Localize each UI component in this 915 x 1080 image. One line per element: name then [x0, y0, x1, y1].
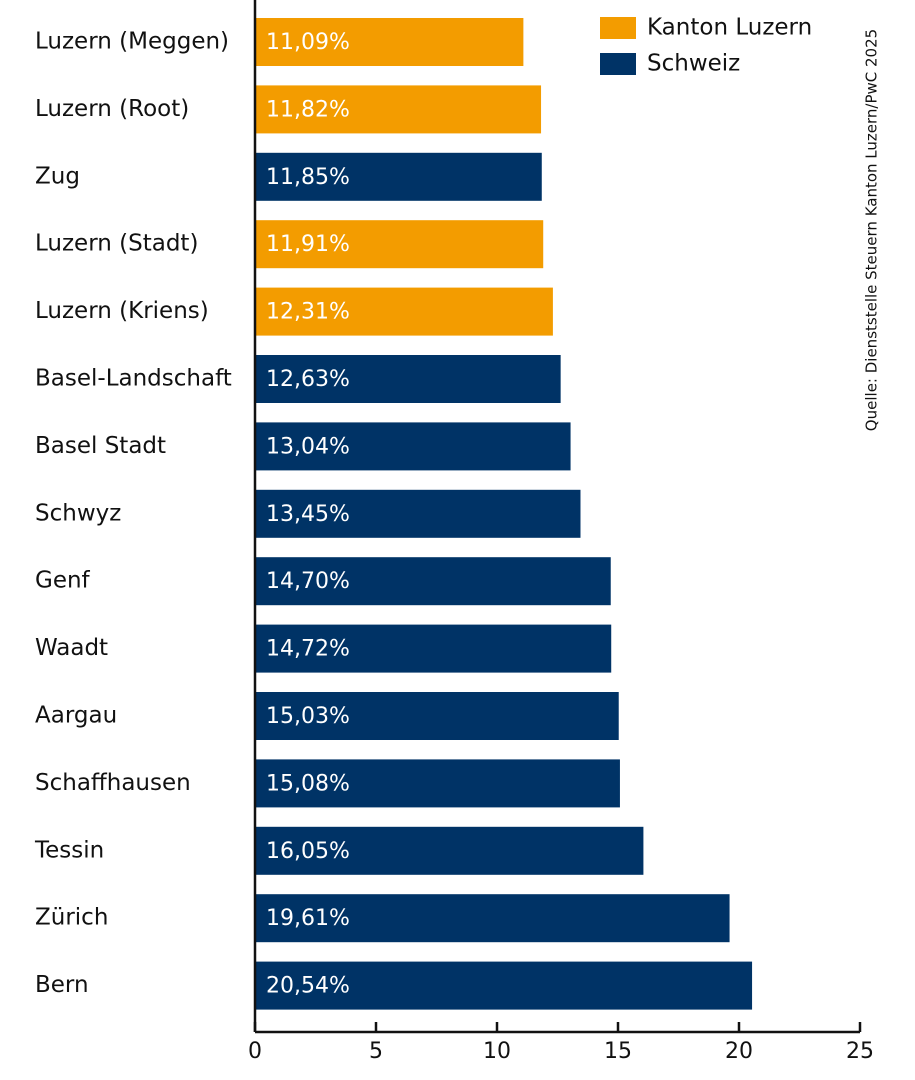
- y-tick-label: Schwyz: [35, 500, 121, 526]
- bar: [255, 557, 611, 606]
- legend-swatch: [600, 53, 636, 75]
- y-tick-label: Waadt: [35, 635, 108, 661]
- y-tick-label: Luzern (Root): [35, 96, 189, 122]
- y-tick-label: Luzern (Meggen): [35, 29, 229, 55]
- bar: [255, 961, 753, 1010]
- value-label: 19,61%: [266, 906, 350, 931]
- value-label: 12,31%: [266, 300, 350, 325]
- y-tick-label: Basel-Landschaft: [35, 366, 232, 392]
- y-tick-label: Tessin: [34, 837, 104, 863]
- value-label: 15,08%: [266, 771, 350, 796]
- x-tick-label: 5: [369, 1039, 383, 1064]
- bar: [255, 422, 571, 471]
- bar: [255, 85, 542, 134]
- bar: [255, 624, 612, 673]
- bar: [255, 489, 581, 538]
- value-label: 13,04%: [266, 434, 350, 459]
- value-label: 20,54%: [266, 974, 350, 999]
- y-tick-label: Genf: [35, 568, 91, 594]
- bar: [255, 692, 619, 740]
- y-tick-label: Basel Stadt: [35, 433, 166, 459]
- legend-label: Schweiz: [647, 51, 740, 77]
- bar: [255, 826, 644, 875]
- value-label: 11,82%: [266, 97, 350, 122]
- value-label: 13,45%: [266, 502, 350, 527]
- x-tick-label: 10: [483, 1039, 511, 1064]
- legend-label: Kanton Luzern: [647, 15, 812, 41]
- y-tick-label: Zug: [35, 163, 80, 189]
- legend-swatch: [600, 17, 636, 39]
- value-label: 14,72%: [266, 637, 350, 662]
- y-tick-label: Luzern (Kriens): [35, 298, 209, 324]
- y-tick-label: Zürich: [35, 905, 108, 931]
- bar: [255, 220, 544, 269]
- y-tick-label: Bern: [35, 972, 89, 998]
- bar: [255, 287, 553, 336]
- bar: [255, 759, 620, 808]
- x-tick-label: 20: [725, 1039, 753, 1064]
- bar: [255, 894, 730, 943]
- y-tick-label: Aargau: [35, 703, 117, 729]
- x-tick-label: 0: [248, 1039, 262, 1064]
- value-label: 11,09%: [266, 30, 350, 55]
- x-tick-label: 25: [846, 1039, 874, 1064]
- value-label: 14,70%: [266, 569, 350, 594]
- value-label: 16,05%: [266, 839, 350, 864]
- value-label: 11,85%: [266, 165, 350, 190]
- value-label: 12,63%: [266, 367, 350, 392]
- value-label: 11,91%: [266, 232, 350, 257]
- bar: [255, 355, 561, 403]
- y-tick-label: Schaffhausen: [35, 770, 191, 796]
- x-tick-label: 15: [604, 1039, 632, 1064]
- y-tick-label: Luzern (Stadt): [35, 231, 198, 257]
- value-label: 15,03%: [266, 704, 350, 729]
- bar: [255, 152, 542, 201]
- bar: [255, 18, 524, 66]
- source-note: Quelle: Dienststelle Steuern Kanton Luze…: [863, 29, 881, 431]
